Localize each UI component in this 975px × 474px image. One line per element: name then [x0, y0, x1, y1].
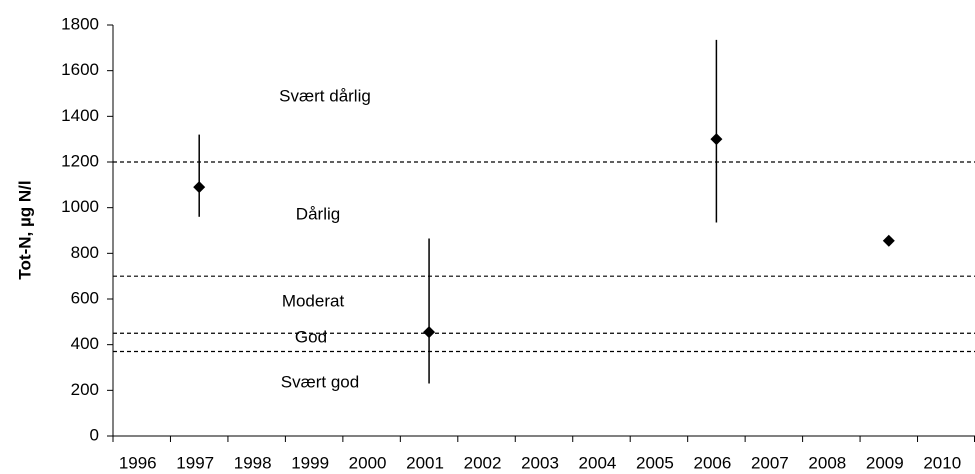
y-tick-label: 1000: [61, 197, 99, 216]
x-tick-label: 2000: [349, 453, 387, 472]
x-tick-label: 1996: [119, 453, 157, 472]
x-tick-label: 1998: [234, 453, 272, 472]
x-tick-label: 2003: [521, 453, 559, 472]
x-tick-label: 2010: [923, 453, 961, 472]
marker: [882, 234, 895, 247]
marker: [710, 133, 723, 146]
y-tick-label: 600: [71, 288, 99, 307]
y-tick-label: 0: [90, 425, 99, 444]
band-label: Dårlig: [296, 204, 340, 223]
y-tick-label: 1600: [61, 60, 99, 79]
x-tick-label: 2006: [693, 453, 731, 472]
x-tick-label: 2002: [464, 453, 502, 472]
x-tick-label: 2004: [579, 453, 617, 472]
x-tick-label: 2007: [751, 453, 789, 472]
y-tick-label: 200: [71, 380, 99, 399]
band-label: Svært dårlig: [279, 86, 371, 105]
x-tick-label: 2001: [406, 453, 444, 472]
x-tick-label: 2005: [636, 453, 674, 472]
band-label: Moderat: [282, 291, 345, 310]
y-tick-label: 800: [71, 243, 99, 262]
band-label: God: [295, 327, 327, 346]
band-label: Svært god: [281, 372, 359, 391]
x-tick-label: 1999: [291, 453, 329, 472]
y-tick-label: 1800: [61, 14, 99, 33]
y-tick-label: 400: [71, 334, 99, 353]
x-tick-label: 2008: [808, 453, 846, 472]
marker: [423, 326, 436, 339]
y-axis-label: Tot-N, µg N/l: [15, 180, 34, 279]
y-tick-label: 1200: [61, 151, 99, 170]
marker: [193, 181, 206, 194]
y-tick-label: 1400: [61, 106, 99, 125]
x-tick-label: 2009: [866, 453, 904, 472]
x-tick-label: 1997: [176, 453, 214, 472]
